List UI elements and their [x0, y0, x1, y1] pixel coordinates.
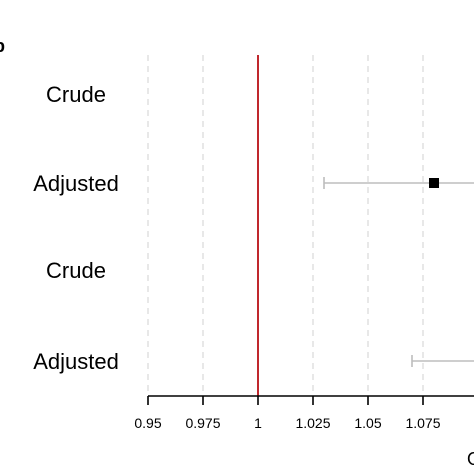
- x-tick-label: 0.95: [134, 415, 161, 431]
- x-tick-label: 1.025: [295, 415, 330, 431]
- panel-letter: b: [0, 36, 5, 56]
- point-estimate: [429, 178, 439, 188]
- x-axis-title: O: [467, 449, 474, 469]
- grid-lines: [147, 55, 424, 396]
- forest-rows: Crude Adjusted Crude Adjusted: [33, 82, 474, 374]
- x-tick-label: 1.075: [405, 415, 440, 431]
- x-tick-label: 0.975: [185, 415, 220, 431]
- row-label: Adjusted: [33, 349, 119, 374]
- x-tick-label: 1.05: [354, 415, 381, 431]
- x-tick-label: 1: [254, 415, 262, 431]
- row-label: Adjusted: [33, 171, 119, 196]
- row-label: Crude: [46, 82, 106, 107]
- row-label: Crude: [46, 258, 106, 283]
